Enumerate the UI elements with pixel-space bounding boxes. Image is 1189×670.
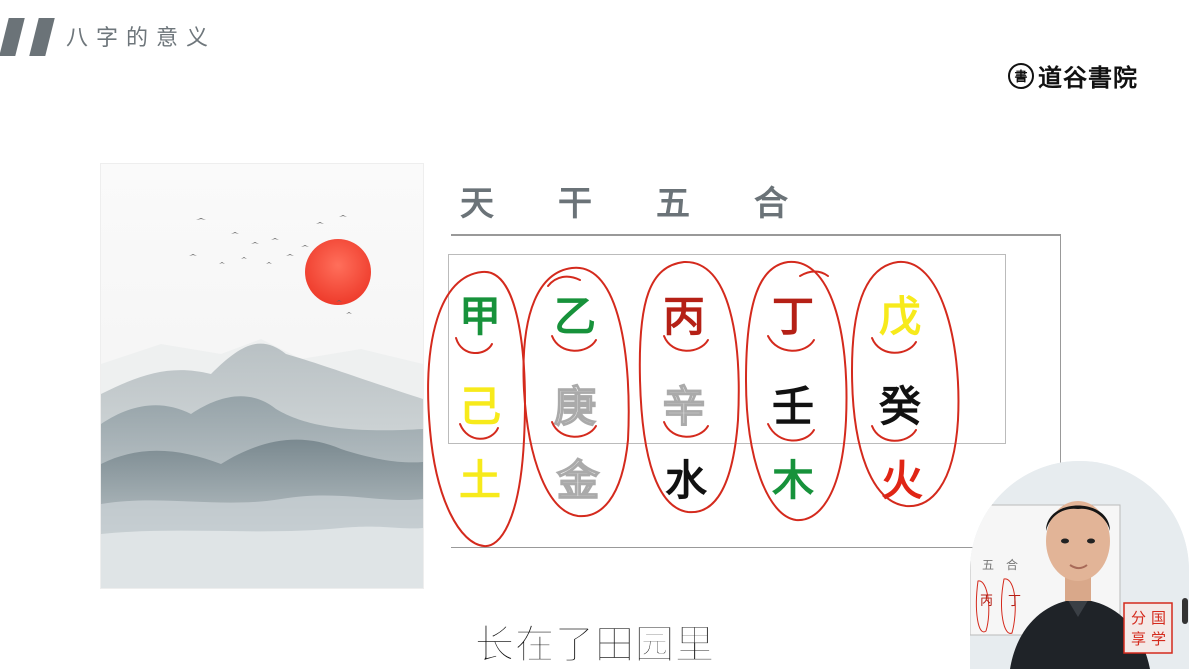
stem-bottom-xin: 辛 [662,381,706,432]
stamp-text: 学 [1151,630,1166,648]
landscape-illustration [101,215,423,588]
title-char: 天 [460,184,494,224]
pair-loop [427,270,526,548]
element-wood: 木 [771,456,814,505]
stamp-text: 分 [1131,609,1146,627]
stamp-text: 国 [1151,609,1166,627]
stem-bottom-ji: 己 [458,382,501,431]
page-title: 八字的意义 [66,26,217,51]
element-water: 水 [664,456,707,505]
presenter-video: 五 合 丙 丁 分 国 享 学 [970,461,1189,669]
pair-loop [638,260,740,514]
pair-loop [744,260,848,522]
stem-top-yi: 乙 [553,292,596,341]
table-frame [451,234,1061,548]
stem-bottom-ren: 壬 [771,382,814,431]
element-earth: 土 [458,456,501,505]
stem-bottom-geng: 庚 [553,381,597,432]
title-char: 合 [754,184,788,224]
bg-text: 五 [982,558,994,572]
stem-top-bing: 丙 [662,292,705,341]
stem-bottom-gui: 癸 [878,382,921,431]
pair-loop [850,260,960,508]
stem-top-wu: 戊 [878,292,921,341]
element-metal: 金 [556,455,600,506]
table-inner-frame [448,254,1006,444]
stem-top-jia: 甲 [458,292,501,341]
brand-name: 道谷書院 [1038,64,1138,92]
title-char: 干 [558,184,592,224]
presenter-webcam: 五 合 丙 丁 分 国 享 学 [970,461,1189,669]
pair-loop [522,266,630,518]
seal-icon: 書 [1008,62,1034,89]
scrollbar-thumb[interactable] [1182,598,1188,624]
bg-text: 丙 [980,594,993,609]
bg-text: 丁 [1008,594,1021,609]
stamp-text: 享 [1131,630,1146,648]
sun-icon [305,239,371,305]
brand-logo: 書 道谷書院 [1008,58,1138,93]
bg-text: 合 [1006,557,1018,572]
stem-top-ding: 丁 [771,292,814,341]
title-char: 五 [656,184,690,224]
landscape-painting [100,163,424,589]
element-fire: 火 [880,456,923,505]
video-subtitle: 长在了田园里 [474,622,715,669]
